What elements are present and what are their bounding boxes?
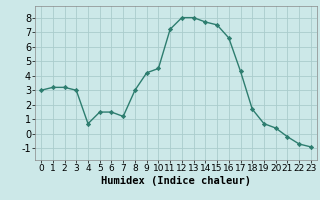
X-axis label: Humidex (Indice chaleur): Humidex (Indice chaleur)	[101, 176, 251, 186]
